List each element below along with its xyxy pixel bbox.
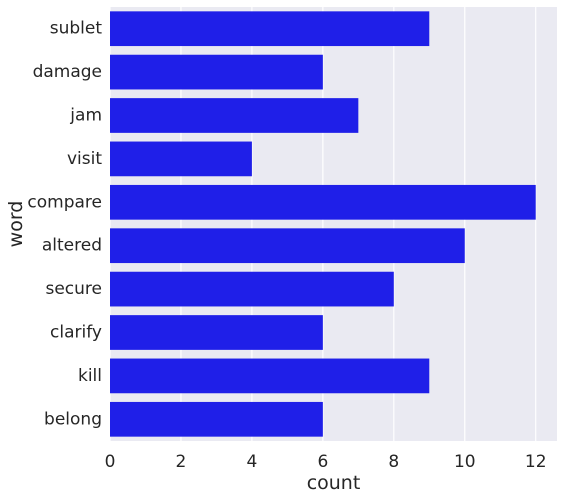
x-tick-label: 4 — [246, 452, 257, 472]
x-axis-label: count — [307, 472, 361, 494]
x-tick-label: 6 — [317, 452, 328, 472]
y-tick-label: belong — [44, 409, 102, 429]
x-tick-label: 2 — [176, 452, 187, 472]
bar-compare — [110, 184, 536, 220]
y-tick-label: altered — [42, 236, 102, 256]
bar-damage — [110, 54, 323, 90]
y-tick-label: visit — [67, 149, 102, 169]
y-tick-label: sublet — [50, 19, 103, 39]
y-tick-label: clarify — [50, 323, 102, 343]
bar-jam — [110, 98, 359, 133]
x-tick-labels: 0 2 4 6 8 10 12 — [105, 452, 547, 472]
bar-sublet — [110, 11, 430, 47]
y-tick-label: compare — [27, 192, 102, 212]
bar-clarify — [110, 315, 323, 350]
bar-belong — [110, 401, 323, 437]
y-tick-label: jam — [69, 106, 102, 126]
y-tick-label: kill — [78, 366, 102, 386]
x-tick-label: 10 — [454, 452, 476, 472]
bar-visit — [110, 141, 252, 177]
y-tick-label: secure — [45, 279, 102, 299]
y-tick-labels: sublet damage jam visit compare altered secure… — [27, 19, 102, 430]
x-tick-label: 12 — [525, 452, 547, 472]
bar-altered — [110, 228, 465, 264]
x-tick-label: 8 — [388, 452, 399, 472]
y-axis-label: word — [5, 201, 27, 248]
bars — [110, 11, 536, 437]
y-tick-label: damage — [33, 62, 102, 82]
x-tick-label: 0 — [105, 452, 116, 472]
bar-kill — [110, 358, 430, 394]
bar-secure — [110, 271, 394, 307]
